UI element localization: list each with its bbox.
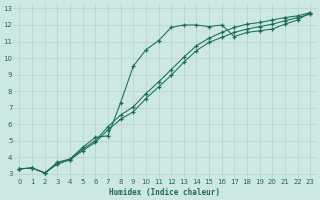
X-axis label: Humidex (Indice chaleur): Humidex (Indice chaleur) [109,188,220,197]
